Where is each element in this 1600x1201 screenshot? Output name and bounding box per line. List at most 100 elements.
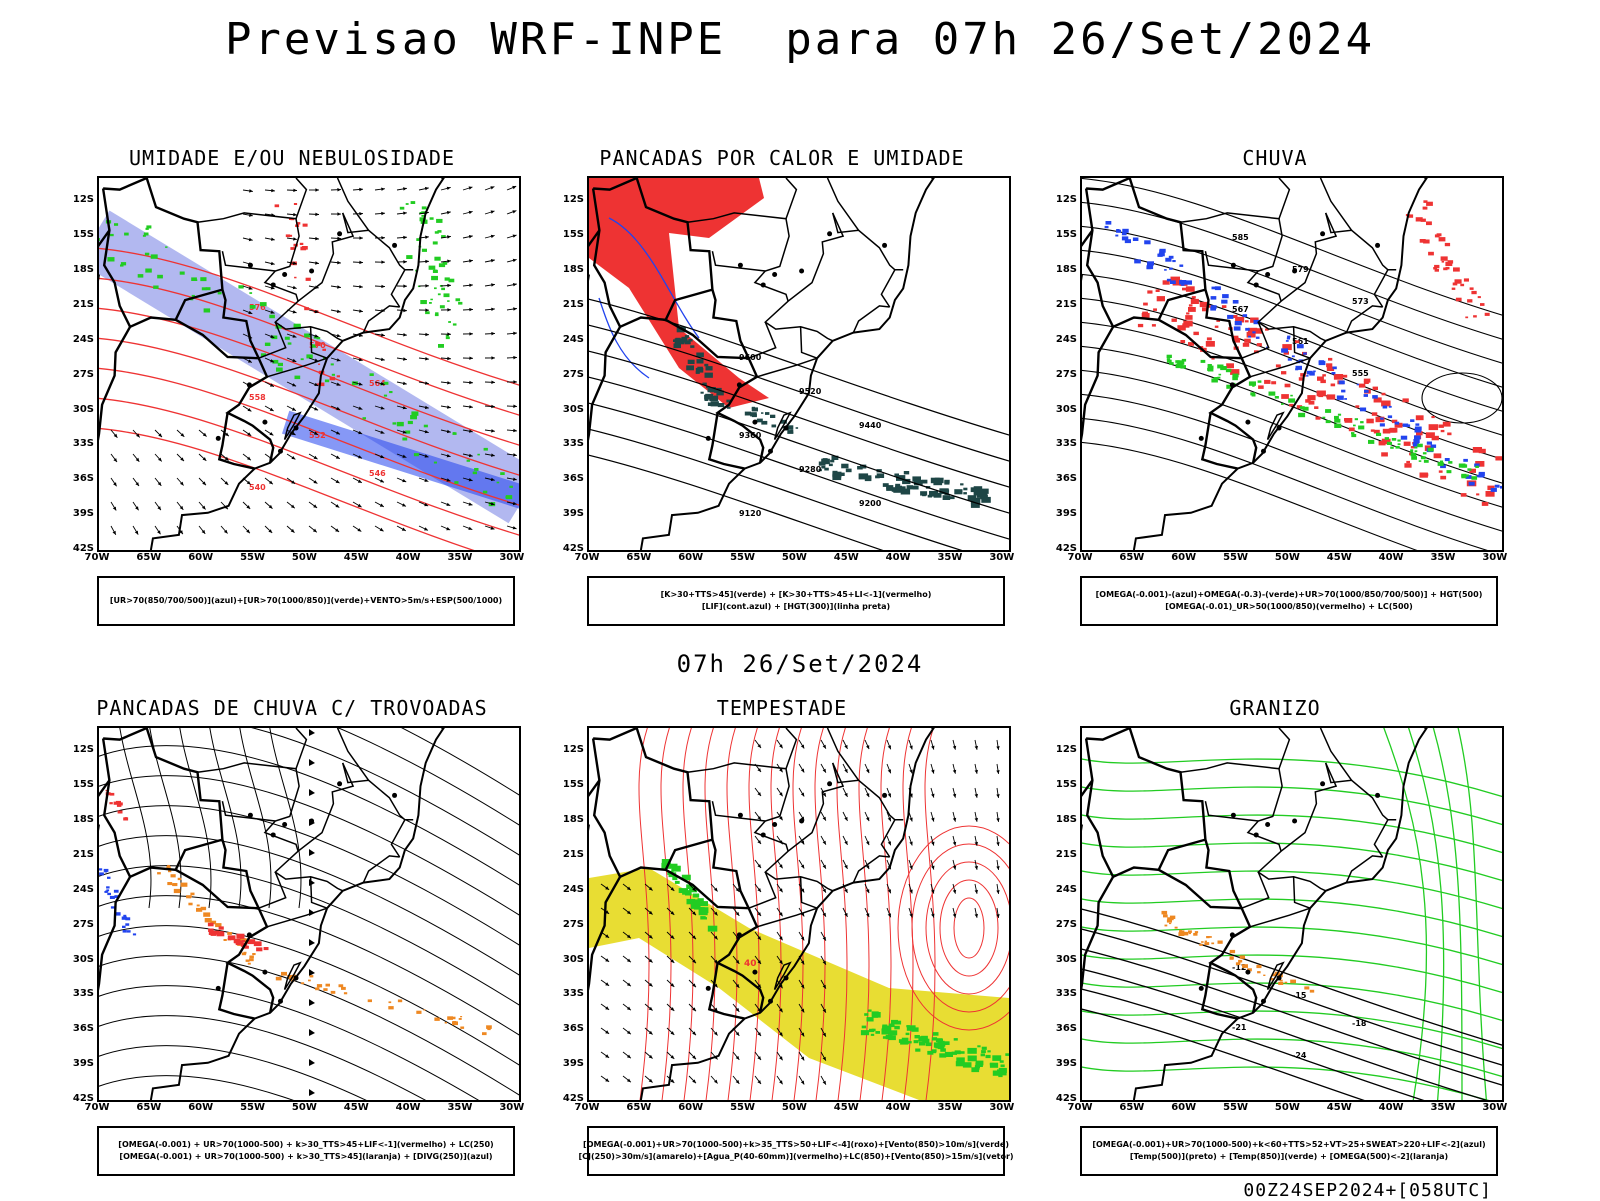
- lake-marker: [752, 970, 757, 975]
- arrow-head: [513, 453, 517, 457]
- precip-cell: [1392, 438, 1396, 441]
- precip-cell: [1305, 399, 1311, 403]
- precip-cell: [208, 923, 214, 927]
- map-tempestade[interactable]: 40: [587, 726, 1011, 1102]
- precip-cell: [344, 992, 347, 994]
- precip-cell: [410, 415, 417, 419]
- precip-cell: [906, 1025, 910, 1027]
- legend-line: [OMEGA(-0.001)+UR>70(1000-500)+k>35_TTS>…: [583, 1139, 1009, 1151]
- precip-cell: [157, 275, 163, 279]
- precip-cell: [1165, 925, 1168, 927]
- lon-tick-label: 70W: [1068, 1102, 1093, 1113]
- state-border: [749, 872, 776, 908]
- country-border: [219, 963, 254, 1019]
- arrow-head: [469, 332, 473, 335]
- map-canvas: [99, 728, 519, 1100]
- precip-cell: [933, 1032, 939, 1036]
- precip-cell: [1181, 284, 1184, 286]
- state-border: [786, 728, 796, 769]
- lon-tick-label: 65W: [1119, 1102, 1144, 1113]
- precip-cell: [1269, 392, 1276, 396]
- state-border: [1242, 872, 1269, 908]
- precip-cell: [1290, 395, 1293, 397]
- precip-cell: [904, 471, 909, 474]
- precip-cell: [1226, 369, 1231, 372]
- precip-cell: [406, 255, 412, 259]
- lake-marker: [1230, 932, 1235, 937]
- precip-cell: [772, 425, 777, 428]
- contour-label: 540: [249, 483, 266, 492]
- arrow-head: [381, 260, 385, 263]
- precip-cell: [167, 882, 172, 885]
- lat-tick-label: 39S: [563, 508, 584, 519]
- contour-label: 546: [369, 469, 386, 478]
- precip-cell: [436, 219, 442, 223]
- precip-cell: [500, 472, 505, 475]
- precip-cell: [1398, 443, 1401, 445]
- precip-cell: [1192, 296, 1196, 299]
- precip-cell: [1182, 323, 1189, 327]
- lake-marker: [768, 999, 773, 1004]
- precip-cell: [697, 359, 704, 363]
- state-border: [343, 763, 405, 820]
- temp850-line: [1082, 898, 1502, 938]
- precip-cell: [114, 223, 118, 226]
- lat-tick-label: 36S: [563, 1023, 584, 1034]
- precip-cell: [107, 893, 111, 895]
- lake-marker: [247, 382, 252, 387]
- lat-tick-label: 18S: [563, 264, 584, 275]
- precip-cell: [673, 339, 677, 342]
- lat-tick-label: 39S: [73, 1058, 94, 1069]
- country-border: [1082, 327, 1113, 550]
- lat-tick-label: 21S: [563, 849, 584, 860]
- map-trovoadas[interactable]: [97, 726, 521, 1102]
- lat-tick-label: 18S: [73, 814, 94, 825]
- precip-cell: [256, 947, 262, 951]
- state-border: [1279, 178, 1289, 219]
- lon-tick-label: 35W: [1430, 552, 1455, 563]
- precip-cell: [434, 287, 437, 289]
- precip-cell: [110, 234, 114, 236]
- precip-cell: [444, 293, 450, 297]
- legend-box: [OMEGA(-0.001)-(azul)+OMEGA(-0.3)-(verde…: [1080, 576, 1498, 626]
- precip-cell: [1476, 493, 1479, 495]
- map-granizo[interactable]: -12-15-18-21-24: [1080, 726, 1504, 1102]
- precip-cell: [937, 1045, 942, 1048]
- precip-cell: [1343, 375, 1348, 378]
- arrow-head: [315, 213, 319, 217]
- precip-cell: [99, 872, 104, 875]
- arrow-head: [271, 262, 275, 265]
- contour-line: [1082, 948, 1502, 1088]
- precip-cell: [1332, 372, 1336, 374]
- lat-tick-label: 36S: [73, 1023, 94, 1034]
- precip-cell: [246, 960, 250, 962]
- precip-cell: [1258, 385, 1264, 389]
- lon-tick-label: 40W: [1379, 552, 1404, 563]
- precip-cell: [675, 881, 680, 884]
- precip-cell: [227, 932, 232, 935]
- contour-line: [1082, 370, 1502, 510]
- map-umidade[interactable]: 576570564558552546540: [97, 176, 521, 552]
- precip-cell: [1464, 278, 1469, 281]
- precip-cell: [238, 285, 243, 288]
- streamline-arrow: [309, 879, 315, 886]
- precip-cell: [1304, 986, 1309, 989]
- precip-cell: [1169, 256, 1174, 259]
- precip-cell: [1186, 286, 1195, 292]
- precip-cell: [1172, 319, 1177, 322]
- lon-tick-label: 30W: [499, 552, 524, 563]
- precip-cell: [1410, 451, 1413, 453]
- arrow-head: [315, 261, 319, 265]
- lake-marker: [827, 231, 832, 236]
- panel-title: CHUVA: [1035, 146, 1515, 170]
